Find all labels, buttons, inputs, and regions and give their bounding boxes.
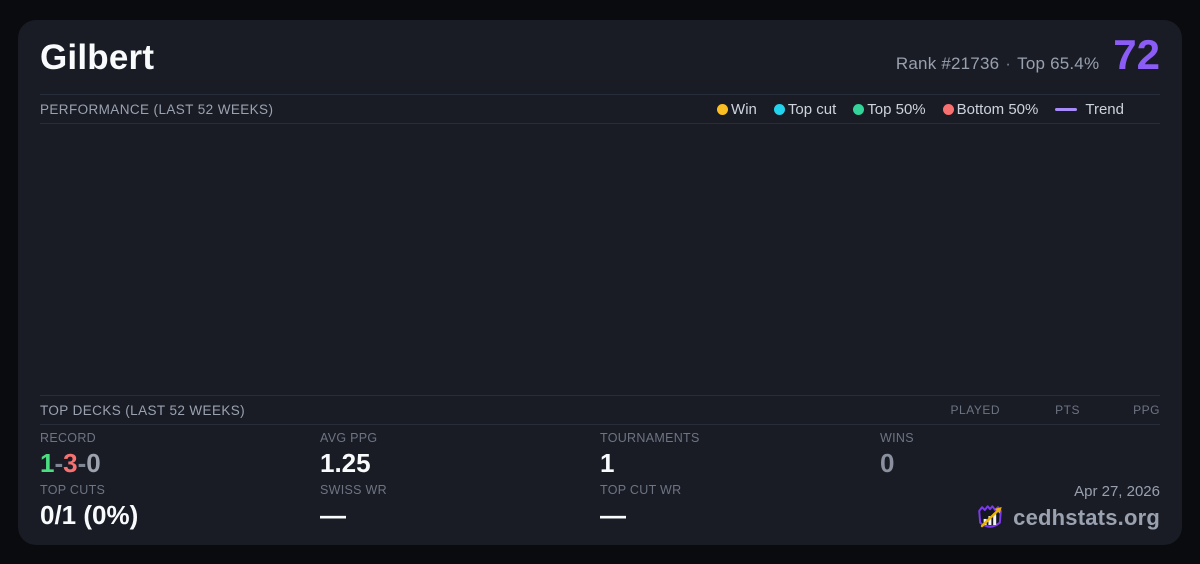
legend-item-bottom50: Bottom 50% bbox=[942, 100, 1039, 118]
separator-dot: · bbox=[1005, 54, 1012, 73]
stats-grid: RECORD 1-3-0 AVG PPG 1.25 TOURNAMENTS 1 … bbox=[40, 425, 1160, 545]
footer: Apr 27, 2026 cedhstats.org bbox=[880, 483, 1160, 533]
record-value: 1-3-0 bbox=[40, 449, 101, 478]
stat-value: 1.25 bbox=[320, 448, 371, 478]
score-value: 72 bbox=[1113, 31, 1160, 78]
stat-value: — bbox=[320, 500, 346, 530]
top-decks-column-headers: PLAYED PTS PPG bbox=[920, 403, 1160, 417]
top-cut-dot-icon bbox=[773, 103, 785, 115]
stat-swiss-wr: SWISS WR — bbox=[320, 483, 600, 533]
stat-label: WINS bbox=[880, 431, 914, 445]
column-header-pts: PTS bbox=[1055, 403, 1080, 417]
stat-top-cuts: TOP CUTS 0/1 (0%) bbox=[40, 483, 320, 533]
rank-text: Rank #21736 · Top 65.4% bbox=[896, 54, 1099, 74]
stat-value: 0 bbox=[880, 448, 895, 478]
stat-record: RECORD 1-3-0 bbox=[40, 431, 320, 483]
page-title: Gilbert bbox=[40, 38, 155, 77]
brand-name: cedhstats.org bbox=[1013, 505, 1160, 530]
legend-item-trend: Trend bbox=[1055, 101, 1124, 118]
legend-label: Top 50% bbox=[867, 100, 926, 118]
top-percent: Top 65.4% bbox=[1017, 54, 1100, 73]
column-header-played: PLAYED bbox=[950, 403, 1000, 417]
legend-label: Bottom 50% bbox=[956, 100, 1039, 118]
brand-link[interactable]: cedhstats.org bbox=[975, 503, 1160, 533]
bottom50-dot-icon bbox=[942, 103, 954, 115]
performance-chart-area bbox=[40, 124, 1160, 395]
performance-section-title: PERFORMANCE (LAST 52 WEEKS) bbox=[40, 101, 274, 117]
stat-value: 1 bbox=[600, 448, 615, 478]
record-separator: - bbox=[77, 448, 87, 478]
legend-item-top-cut: Top cut bbox=[773, 100, 837, 118]
record-draws: 0 bbox=[86, 448, 101, 478]
player-stats-card: Gilbert Rank #21736 · Top 65.4% 72 PERFORM… bbox=[18, 20, 1182, 545]
legend-item-top50: Top 50% bbox=[853, 100, 926, 118]
snapshot-date: Apr 27, 2026 bbox=[1074, 483, 1160, 500]
stat-tournaments: TOURNAMENTS 1 bbox=[600, 431, 880, 483]
stat-label: TOP CUTS bbox=[40, 483, 106, 497]
column-header-ppg: PPG bbox=[1133, 403, 1160, 417]
stat-value: 0/1 (0%) bbox=[40, 500, 139, 530]
performance-section-header: PERFORMANCE (LAST 52 WEEKS) Win Top cut … bbox=[40, 95, 1160, 123]
stat-label: TOP CUT WR bbox=[600, 483, 682, 497]
record-wins: 1 bbox=[40, 448, 55, 478]
stat-label: AVG PPG bbox=[320, 431, 378, 445]
stat-value: — bbox=[600, 500, 626, 530]
legend-label: Trend bbox=[1085, 100, 1124, 118]
divider bbox=[40, 123, 1160, 124]
top-decks-section-title: TOP DECKS (LAST 52 WEEKS) bbox=[40, 402, 246, 418]
card-header: Gilbert Rank #21736 · Top 65.4% 72 bbox=[40, 20, 1160, 94]
top-decks-section-header: TOP DECKS (LAST 52 WEEKS) PLAYED PTS PPG bbox=[40, 396, 1160, 424]
stat-label: TOURNAMENTS bbox=[600, 431, 700, 445]
divider bbox=[40, 424, 1160, 425]
cedhstats-logo-icon bbox=[978, 505, 1002, 528]
stat-avg-ppg: AVG PPG 1.25 bbox=[320, 431, 600, 483]
divider bbox=[40, 94, 1160, 95]
win-dot-icon bbox=[717, 103, 729, 115]
rank-score-group: Rank #21736 · Top 65.4% 72 bbox=[896, 34, 1160, 76]
stat-wins: WINS 0 bbox=[880, 431, 1160, 483]
stat-label: RECORD bbox=[40, 431, 96, 445]
trend-line-icon bbox=[1055, 107, 1078, 111]
legend-item-win: Win bbox=[717, 101, 757, 118]
rank-number: Rank #21736 bbox=[895, 54, 1000, 73]
stat-label: SWISS WR bbox=[320, 483, 387, 497]
chart-legend: Win Top cut Top 50% Bottom 50% Trend bbox=[717, 101, 1160, 118]
legend-label: Win bbox=[731, 100, 757, 118]
legend-label: Top cut bbox=[787, 100, 837, 118]
record-losses: 3 bbox=[63, 448, 78, 478]
stat-top-cut-wr: TOP CUT WR — bbox=[600, 483, 880, 533]
record-separator: - bbox=[54, 448, 64, 478]
top50-dot-icon bbox=[853, 103, 865, 115]
divider bbox=[40, 395, 1160, 396]
